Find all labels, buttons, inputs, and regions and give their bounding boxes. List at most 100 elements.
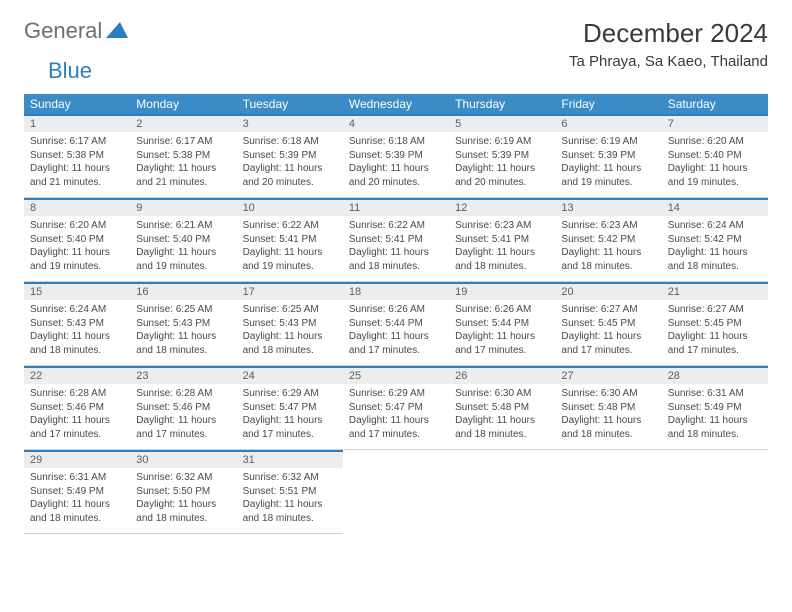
daylight-text: Daylight: 11 hours and 18 minutes. — [561, 414, 655, 441]
calendar-cell: 4Sunrise: 6:18 AMSunset: 5:39 PMDaylight… — [343, 114, 449, 198]
calendar-cell: 10Sunrise: 6:22 AMSunset: 5:41 PMDayligh… — [237, 198, 343, 282]
weekday-tuesday: Tuesday — [237, 94, 343, 114]
title-block: December 2024 Ta Phraya, Sa Kaeo, Thaila… — [569, 18, 768, 70]
daylight-text: Daylight: 11 hours and 17 minutes. — [349, 330, 443, 357]
sunrise-text: Sunrise: 6:32 AM — [243, 471, 337, 485]
daylight-text: Daylight: 11 hours and 18 minutes. — [243, 330, 337, 357]
calendar-cell — [555, 450, 661, 534]
calendar-cell: 19Sunrise: 6:26 AMSunset: 5:44 PMDayligh… — [449, 282, 555, 366]
day-number: 13 — [555, 198, 661, 216]
sunset-text: Sunset: 5:43 PM — [136, 317, 230, 331]
day-number: 12 — [449, 198, 555, 216]
calendar-cell: 1Sunrise: 6:17 AMSunset: 5:38 PMDaylight… — [24, 114, 130, 198]
sunset-text: Sunset: 5:40 PM — [668, 149, 762, 163]
sunrise-text: Sunrise: 6:17 AM — [30, 135, 124, 149]
calendar-cell: 31 Sunrise: 6:32 AMSunset: 5:51 PMDayligh… — [237, 450, 343, 534]
daylight-text: Daylight: 11 hours and 18 minutes. — [668, 246, 762, 273]
calendar-row: 29Sunrise: 6:31 AMSunset: 5:49 PMDayligh… — [24, 450, 768, 534]
day-data: Sunrise: 6:23 AMSunset: 5:41 PMDaylight:… — [449, 216, 555, 281]
calendar-row: 1Sunrise: 6:17 AMSunset: 5:38 PMDaylight… — [24, 114, 768, 198]
sunset-text: Sunset: 5:50 PM — [136, 485, 230, 499]
daylight-text: Daylight: 11 hours and 19 minutes. — [561, 162, 655, 189]
calendar-cell: 20Sunrise: 6:27 AMSunset: 5:45 PMDayligh… — [555, 282, 661, 366]
day-number: 14 — [662, 198, 768, 216]
daylight-text: Daylight: 11 hours and 18 minutes. — [136, 498, 230, 525]
daylight-text: Daylight: 11 hours and 18 minutes. — [668, 414, 762, 441]
weekday-row: Sunday Monday Tuesday Wednesday Thursday… — [24, 94, 768, 114]
day-number: 24 — [237, 366, 343, 384]
day-data: Sunrise: 6:20 AMSunset: 5:40 PMDaylight:… — [662, 132, 768, 197]
calendar-cell — [662, 450, 768, 534]
sunset-text: Sunset: 5:45 PM — [668, 317, 762, 331]
sunrise-text: Sunrise: 6:25 AM — [136, 303, 230, 317]
daylight-text: Daylight: 11 hours and 17 minutes. — [561, 330, 655, 357]
month-year: December 2024 — [569, 18, 768, 49]
day-data: Sunrise: 6:18 AMSunset: 5:39 PMDaylight:… — [237, 132, 343, 197]
brand-triangle-icon — [106, 20, 128, 43]
calendar-cell: 16Sunrise: 6:25 AMSunset: 5:43 PMDayligh… — [130, 282, 236, 366]
sunset-text: Sunset: 5:40 PM — [30, 233, 124, 247]
day-data: Sunrise: 6:31 AMSunset: 5:49 PMDaylight:… — [24, 468, 130, 533]
daylight-text: Daylight: 11 hours and 18 minutes. — [561, 246, 655, 273]
calendar-row: 22Sunrise: 6:28 AMSunset: 5:46 PMDayligh… — [24, 366, 768, 450]
day-data: Sunrise: 6:22 AMSunset: 5:41 PMDaylight:… — [343, 216, 449, 281]
sunrise-text: Sunrise: 6:18 AM — [349, 135, 443, 149]
day-data: Sunrise: 6:22 AMSunset: 5:41 PMDaylight:… — [237, 216, 343, 281]
daylight-text: Daylight: 11 hours and 19 minutes. — [30, 246, 124, 273]
sunset-text: Sunset: 5:42 PM — [561, 233, 655, 247]
daylight-text: Daylight: 11 hours and 18 minutes. — [30, 498, 124, 525]
day-number: 20 — [555, 282, 661, 300]
sunrise-text: Sunrise: 6:19 AM — [561, 135, 655, 149]
calendar-cell: 29Sunrise: 6:31 AMSunset: 5:49 PMDayligh… — [24, 450, 130, 534]
day-number: 30 — [130, 450, 236, 468]
day-data: Sunrise: 6:20 AMSunset: 5:40 PMDaylight:… — [24, 216, 130, 281]
sunset-text: Sunset: 5:47 PM — [243, 401, 337, 415]
day-data: Sunrise: 6:17 AMSunset: 5:38 PMDaylight:… — [24, 132, 130, 197]
sunrise-text: Sunrise: 6:18 AM — [243, 135, 337, 149]
calendar-cell: 9Sunrise: 6:21 AMSunset: 5:40 PMDaylight… — [130, 198, 236, 282]
day-data: Sunrise: 6:23 AMSunset: 5:42 PMDaylight:… — [555, 216, 661, 281]
sunrise-text: Sunrise: 6:22 AM — [349, 219, 443, 233]
daylight-text: Daylight: 11 hours and 17 minutes. — [349, 414, 443, 441]
sunset-text: Sunset: 5:51 PM — [243, 485, 337, 499]
day-number: 15 — [24, 282, 130, 300]
sunrise-text: Sunrise: 6:30 AM — [561, 387, 655, 401]
day-number: 27 — [555, 366, 661, 384]
sunrise-text: Sunrise: 6:31 AM — [668, 387, 762, 401]
day-number: 11 — [343, 198, 449, 216]
sunrise-text: Sunrise: 6:23 AM — [561, 219, 655, 233]
sunset-text: Sunset: 5:44 PM — [455, 317, 549, 331]
weekday-thursday: Thursday — [449, 94, 555, 114]
daylight-text: Daylight: 11 hours and 18 minutes. — [455, 246, 549, 273]
day-data: Sunrise: 6:18 AMSunset: 5:39 PMDaylight:… — [343, 132, 449, 197]
sunset-text: Sunset: 5:38 PM — [30, 149, 124, 163]
sunrise-text: Sunrise: 6:17 AM — [136, 135, 230, 149]
sunrise-text: Sunrise: 6:28 AM — [30, 387, 124, 401]
day-data: Sunrise: 6:28 AMSunset: 5:46 PMDaylight:… — [24, 384, 130, 449]
calendar-row: 8Sunrise: 6:20 AMSunset: 5:40 PMDaylight… — [24, 198, 768, 282]
day-number: 19 — [449, 282, 555, 300]
weekday-sunday: Sunday — [24, 94, 130, 114]
daylight-text: Daylight: 11 hours and 19 minutes. — [136, 246, 230, 273]
daylight-text: Daylight: 11 hours and 18 minutes. — [30, 330, 124, 357]
day-number: 29 — [24, 450, 130, 468]
day-number: 31 — [237, 450, 343, 468]
sunrise-text: Sunrise: 6:26 AM — [455, 303, 549, 317]
sunrise-text: Sunrise: 6:29 AM — [243, 387, 337, 401]
day-data: Sunrise: 6:32 AMSunset: 5:50 PMDaylight:… — [130, 468, 236, 533]
calendar-cell — [449, 450, 555, 534]
day-data: Sunrise: 6:24 AMSunset: 5:43 PMDaylight:… — [24, 300, 130, 365]
daylight-text: Daylight: 11 hours and 18 minutes. — [243, 498, 337, 525]
day-number: 21 — [662, 282, 768, 300]
sunrise-text: Sunrise: 6:26 AM — [349, 303, 443, 317]
sunset-text: Sunset: 5:39 PM — [243, 149, 337, 163]
day-number: 26 — [449, 366, 555, 384]
day-data: Sunrise: 6:24 AMSunset: 5:42 PMDaylight:… — [662, 216, 768, 281]
daylight-text: Daylight: 11 hours and 20 minutes. — [349, 162, 443, 189]
calendar-cell: 13Sunrise: 6:23 AMSunset: 5:42 PMDayligh… — [555, 198, 661, 282]
calendar-cell: 15Sunrise: 6:24 AMSunset: 5:43 PMDayligh… — [24, 282, 130, 366]
sunrise-text: Sunrise: 6:32 AM — [136, 471, 230, 485]
sunset-text: Sunset: 5:45 PM — [561, 317, 655, 331]
sunrise-text: Sunrise: 6:24 AM — [668, 219, 762, 233]
calendar-cell: 28Sunrise: 6:31 AMSunset: 5:49 PMDayligh… — [662, 366, 768, 450]
